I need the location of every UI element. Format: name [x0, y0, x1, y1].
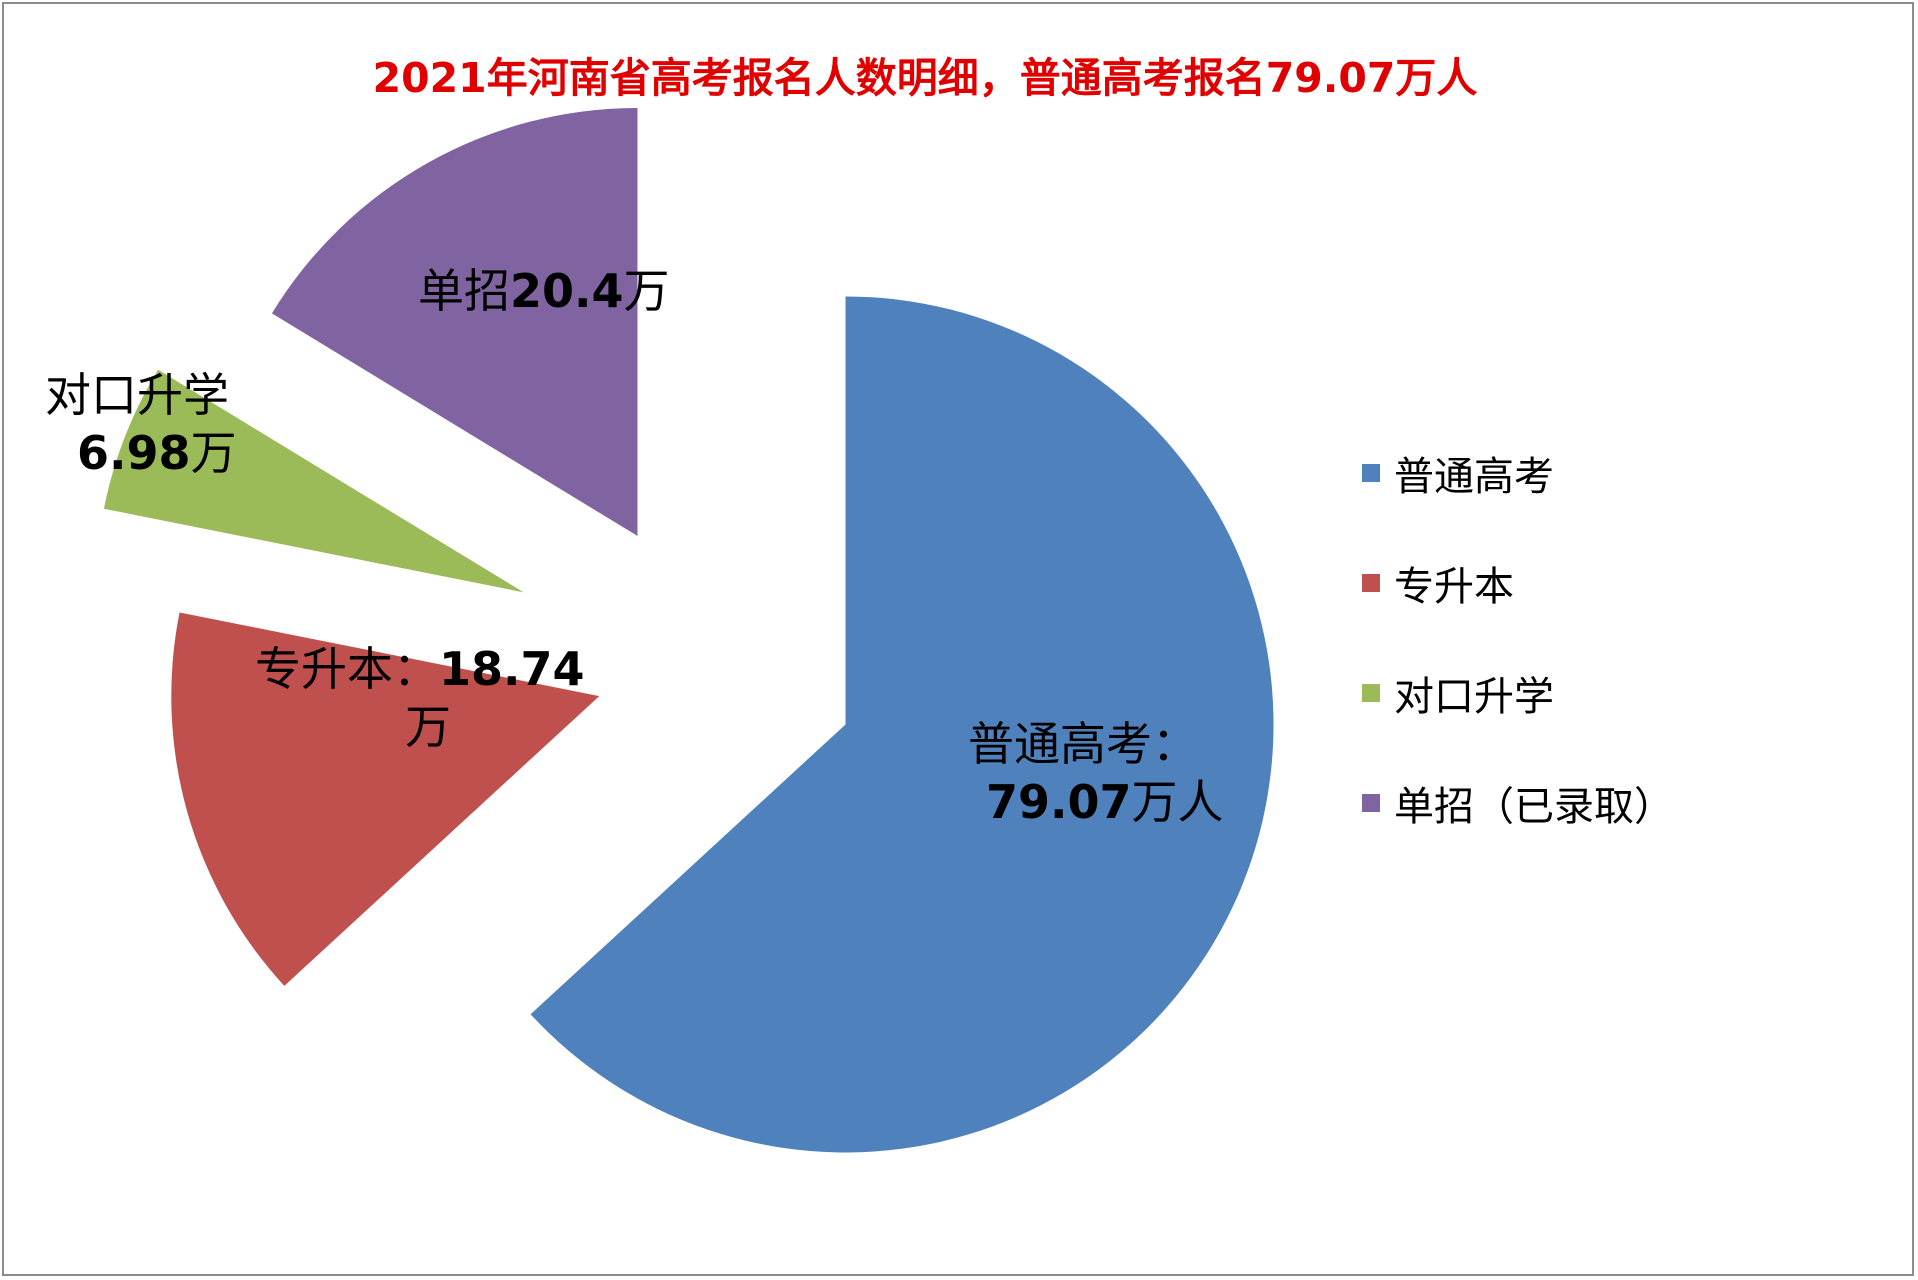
chart-title: 2021年河南省高考报名人数明细，普通高考报名79.07万人 [372, 54, 1478, 102]
label-duikou-unit: 万 [190, 426, 237, 480]
legend-swatch-putong [1362, 464, 1380, 482]
label-danzhao-unit: 万 [623, 264, 670, 318]
legend-swatch-zhuanshengben [1362, 574, 1380, 592]
label-putong-unit: 万人 [1131, 775, 1224, 829]
pie-slice-duikou [103, 369, 524, 593]
legend-label-danzhao: 单招（已录取） [1394, 784, 1674, 830]
pie-slice-danzhao [271, 107, 638, 536]
label-duikou: 对口升学 6.98万 [45, 366, 237, 482]
label-putong: 普通高考： 79.07万人 [968, 715, 1224, 831]
legend-label-duikou: 对口升学 [1394, 674, 1554, 720]
legend-label-zhuanshengben: 专升本 [1394, 564, 1514, 610]
legend-item-danzhao: 单招（已录取） [1362, 748, 1674, 858]
legend-swatch-duikou [1362, 684, 1380, 702]
legend-item-putong: 普通高考 [1362, 418, 1674, 528]
legend-label-putong: 普通高考 [1394, 454, 1554, 500]
legend: 普通高考 专升本 对口升学 单招（已录取） [1362, 418, 1674, 858]
label-zhuanshengben-unit: 万 [405, 700, 451, 754]
legend-item-duikou: 对口升学 [1362, 638, 1674, 748]
legend-swatch-danzhao [1362, 794, 1380, 812]
label-putong-line1: 普通高考： [968, 717, 1198, 771]
label-danzhao-value: 20.4 [510, 264, 624, 318]
label-danzhao-text: 单招 [418, 264, 510, 318]
label-duikou-value: 6.98 [77, 426, 191, 480]
label-putong-value: 79.07 [986, 775, 1132, 829]
pie-slice-zhuanshengben [171, 612, 600, 986]
label-danzhao: 单招20.4万 [418, 262, 670, 320]
label-zhuanshengben-text: 专升本： [255, 642, 439, 696]
label-zhuanshengben-value: 18.74 [439, 642, 585, 696]
legend-item-zhuanshengben: 专升本 [1362, 528, 1674, 638]
label-zhuanshengben: 专升本：18.74 万 [255, 640, 585, 756]
pie-slice-putong [530, 296, 1274, 1153]
label-duikou-line1: 对口升学 [45, 368, 229, 422]
